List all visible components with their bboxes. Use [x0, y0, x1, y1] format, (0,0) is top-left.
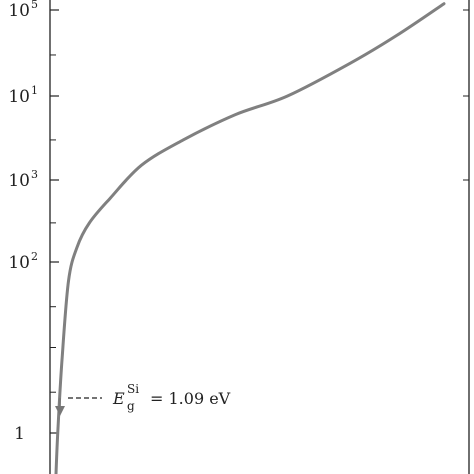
y-tick-exponent: 3: [31, 168, 38, 181]
y-tick-label: 1: [14, 424, 25, 444]
y-tick-exponent: 2: [31, 250, 38, 263]
y-ticks: [50, 9, 469, 434]
y-tick-label: 10: [8, 87, 30, 107]
y-tick-labels: 10 510 110 310 21: [8, 0, 38, 444]
y-tick-label: 10: [8, 171, 30, 191]
bandgap-annotation: E g Si = 1.09 eV: [55, 382, 231, 416]
bandgap-arrow-icon: [55, 406, 65, 416]
y-tick-exponent: 1: [31, 84, 38, 97]
bandgap-value: = 1.09 eV: [150, 389, 231, 408]
plot-frame: [49, 0, 470, 474]
y-tick-label: 10: [8, 1, 30, 21]
bandgap-superscript: Si: [127, 382, 139, 396]
y-tick-label: 10: [8, 253, 30, 273]
bandgap-symbol: E: [112, 389, 125, 408]
series-group: [54, 2, 446, 474]
series-line: [54, 2, 446, 474]
bandgap-subscript: g: [127, 399, 135, 413]
y-tick-exponent: 5: [31, 0, 38, 11]
